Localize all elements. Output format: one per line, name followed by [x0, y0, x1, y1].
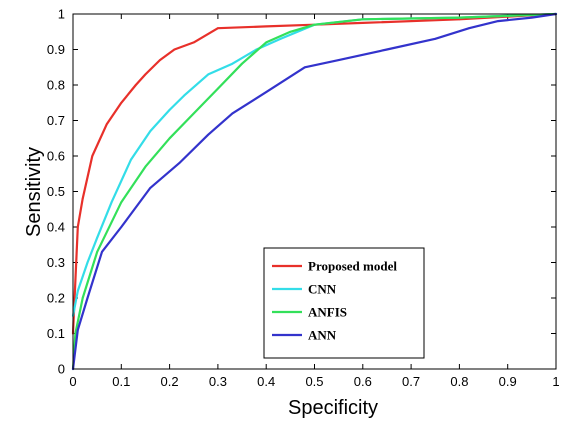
series-point-cnn: [86, 261, 89, 264]
legend-label-anfis: ANFIS: [308, 305, 347, 320]
legend: Proposed model CNN ANFIS ANN: [263, 247, 425, 359]
series-point-cnn: [149, 130, 152, 133]
series-point-anfis: [217, 87, 219, 90]
series-point-proposed-model: [144, 73, 147, 76]
series-point-cnn: [231, 62, 234, 65]
y-tick-label: 0.1: [47, 326, 65, 341]
x-tick-label: 1: [552, 374, 559, 389]
series-point-cnn: [96, 236, 99, 239]
y-axis-label: Sensitivity: [23, 147, 45, 237]
series-point-ann: [149, 187, 152, 189]
series-point-ann: [337, 59, 340, 62]
series-point-ann: [265, 91, 268, 93]
series-point-cnn: [130, 158, 132, 161]
series-point-cnn: [183, 94, 185, 97]
series-point-cnn: [279, 37, 282, 40]
y-tick-label: 1: [58, 7, 65, 22]
y-tick-label: 0.2: [47, 291, 65, 306]
series-point-anfis: [168, 137, 171, 140]
x-tick-label: 0.9: [499, 374, 517, 389]
series-point-ann: [231, 112, 234, 115]
x-tick-label: 0.2: [161, 374, 179, 389]
series-point-ann: [530, 16, 533, 19]
series-point-anfis: [458, 16, 461, 19]
series-point-anfis: [144, 165, 147, 168]
series-point-proposed-model: [120, 101, 123, 104]
legend-label-ann: ANN: [308, 328, 337, 343]
series-point-ann: [76, 329, 79, 331]
series-point-anfis: [361, 18, 364, 21]
x-tick-label: 0: [69, 374, 76, 389]
x-tick-label: 0.5: [305, 374, 323, 389]
series-point-ann: [386, 48, 388, 51]
y-tick-label: 0.8: [47, 78, 65, 93]
y-tick-label: 0.3: [47, 255, 65, 270]
ticks-layer: 0 0.1 0.2 0.3 0.4 0.5 0.6 0.7 0.8 0.9 1 0 0.1 0.2 0.3 0…: [47, 7, 560, 390]
y-tick-label: 0.6: [47, 149, 65, 164]
series-point-proposed-model: [91, 155, 94, 157]
series-point-ann: [86, 297, 89, 299]
x-tick-label: 0.1: [112, 374, 130, 389]
series-point-proposed-model: [134, 84, 137, 86]
series-point-anfis: [241, 62, 243, 65]
series-point-ann: [434, 37, 437, 40]
series-point-anfis: [265, 41, 268, 44]
x-tick-label: 0.6: [354, 374, 372, 389]
series-point-proposed-model: [265, 25, 268, 28]
series-point-anfis: [74, 332, 77, 335]
series-point-ann: [497, 20, 499, 22]
y-tick-label: 0.4: [47, 220, 65, 235]
series-point-proposed-model: [217, 27, 219, 30]
series-point-cnn: [76, 290, 79, 292]
series-point-ann: [120, 226, 123, 228]
x-tick-label: 0.3: [209, 374, 227, 389]
series-point-cnn: [110, 201, 113, 204]
x-tick-label: 0.4: [257, 374, 275, 389]
series-point-cnn: [168, 108, 171, 111]
series-point-proposed-model: [361, 21, 364, 24]
x-tick-label: 0.8: [450, 374, 468, 389]
series-line-anfis: [71, 12, 558, 371]
series-point-proposed-model: [76, 226, 79, 228]
y-tick-label: 0.7: [47, 113, 65, 128]
legend-label-proposed-model: Proposed model: [308, 259, 397, 274]
series-point-anfis: [289, 30, 292, 33]
series-point-anfis: [81, 297, 84, 299]
series-point-proposed-model: [173, 48, 176, 51]
series-point-anfis: [96, 250, 99, 253]
series-point-ann: [101, 250, 103, 253]
series-point-anfis: [192, 112, 195, 115]
series-point-proposed-model: [81, 197, 84, 200]
x-tick-label: 0.7: [402, 374, 420, 389]
plot-frame: [72, 13, 557, 370]
series-point-ann: [303, 66, 306, 69]
series-point-proposed-model: [159, 59, 161, 62]
series-point-ann: [178, 162, 181, 165]
series-ann: [71, 12, 558, 371]
series-point-ann: [468, 27, 470, 30]
legend-label-cnn: CNN: [308, 282, 337, 297]
series-point-anfis: [120, 201, 123, 204]
series-point-proposed-model: [192, 41, 195, 44]
y-tick-label: 0.5: [47, 184, 65, 199]
y-tick-label: 0.9: [47, 42, 65, 57]
series-point-proposed-model: [458, 18, 461, 21]
series-point-proposed-model: [105, 123, 108, 125]
series-point-ann: [207, 133, 210, 136]
series-point-anfis: [313, 23, 316, 26]
series-line-ann: [71, 12, 558, 371]
series-point-proposed-model: [74, 279, 77, 282]
x-axis-label: Specificity: [288, 397, 378, 419]
y-tick-label: 0: [58, 362, 65, 377]
series-point-cnn: [207, 73, 210, 76]
